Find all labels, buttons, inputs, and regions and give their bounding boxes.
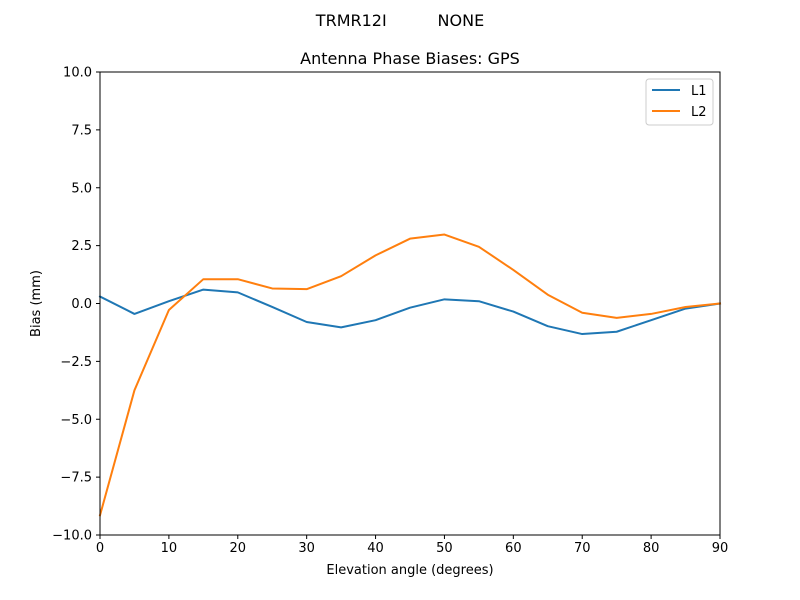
y-tick-label: 2.5	[71, 239, 92, 254]
y-tick-label: −7.5	[60, 471, 92, 486]
y-tick-label: 5.0	[71, 181, 92, 196]
x-axis-label: Elevation angle (degrees)	[326, 563, 493, 578]
y-tick-label: −5.0	[60, 413, 92, 428]
chart-suptitle: TRMR12I NONE	[315, 11, 484, 30]
x-tick-label: 20	[230, 541, 247, 556]
x-tick-label: 50	[436, 541, 453, 556]
series-line-l1	[98, 288, 722, 336]
x-tick-label: 0	[96, 541, 104, 556]
x-tick-label: 80	[643, 541, 660, 556]
plot-area: 0 10 20 30 40 50 60 70 80 90 −10.0 −7.5 −5.0 −2.5 0.0 2…	[52, 66, 728, 557]
x-tick-label: 10	[161, 541, 178, 556]
axes-frame	[99, 71, 721, 536]
series-line-l2	[98, 233, 722, 517]
x-tick-label: 40	[367, 541, 384, 556]
legend-label-l1: L1	[691, 84, 707, 99]
x-tick-label: 60	[505, 541, 522, 556]
y-tick-label: 0.0	[71, 297, 92, 312]
legend-label-l2: L2	[691, 105, 707, 120]
x-tick-label: 30	[298, 541, 315, 556]
y-tick-label: −2.5	[60, 355, 92, 370]
x-tick-label: 70	[574, 541, 591, 556]
y-tick-label: 7.5	[71, 123, 92, 138]
x-tick-label: 90	[712, 541, 729, 556]
y-tick-label: −10.0	[52, 529, 92, 544]
y-tick-label: 10.0	[63, 66, 92, 81]
chart-title: Antenna Phase Biases: GPS	[300, 49, 520, 68]
y-axis-label: Bias (mm)	[29, 270, 44, 337]
